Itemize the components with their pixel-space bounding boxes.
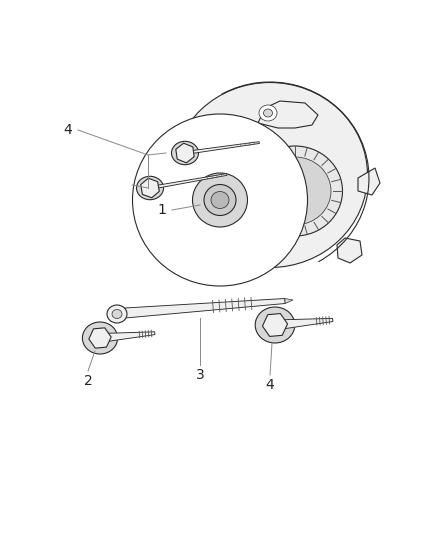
Ellipse shape xyxy=(204,184,236,215)
Ellipse shape xyxy=(92,331,108,345)
Ellipse shape xyxy=(266,317,284,333)
Ellipse shape xyxy=(112,310,122,319)
Ellipse shape xyxy=(173,83,367,268)
Polygon shape xyxy=(185,142,259,155)
Polygon shape xyxy=(125,298,285,318)
Polygon shape xyxy=(150,174,227,189)
Polygon shape xyxy=(141,178,159,198)
Text: 4: 4 xyxy=(64,123,72,137)
Ellipse shape xyxy=(264,109,272,117)
Polygon shape xyxy=(337,238,362,263)
Ellipse shape xyxy=(133,114,307,286)
Text: 4: 4 xyxy=(265,378,274,392)
Ellipse shape xyxy=(144,183,156,193)
Ellipse shape xyxy=(172,141,198,165)
Text: 1: 1 xyxy=(158,203,166,217)
Ellipse shape xyxy=(211,191,229,208)
Ellipse shape xyxy=(259,157,331,225)
Ellipse shape xyxy=(247,146,343,236)
Text: 2: 2 xyxy=(84,374,92,388)
Ellipse shape xyxy=(259,105,277,121)
Ellipse shape xyxy=(255,307,295,343)
Polygon shape xyxy=(358,168,380,195)
Ellipse shape xyxy=(107,305,127,323)
Polygon shape xyxy=(275,318,333,330)
Text: 3: 3 xyxy=(196,368,205,382)
Ellipse shape xyxy=(192,173,247,227)
Polygon shape xyxy=(89,328,111,348)
Ellipse shape xyxy=(179,148,191,158)
Polygon shape xyxy=(99,332,155,343)
Polygon shape xyxy=(258,101,318,128)
Ellipse shape xyxy=(82,322,117,354)
Polygon shape xyxy=(176,143,194,163)
Polygon shape xyxy=(262,313,288,336)
Polygon shape xyxy=(285,298,293,303)
Ellipse shape xyxy=(137,176,163,200)
